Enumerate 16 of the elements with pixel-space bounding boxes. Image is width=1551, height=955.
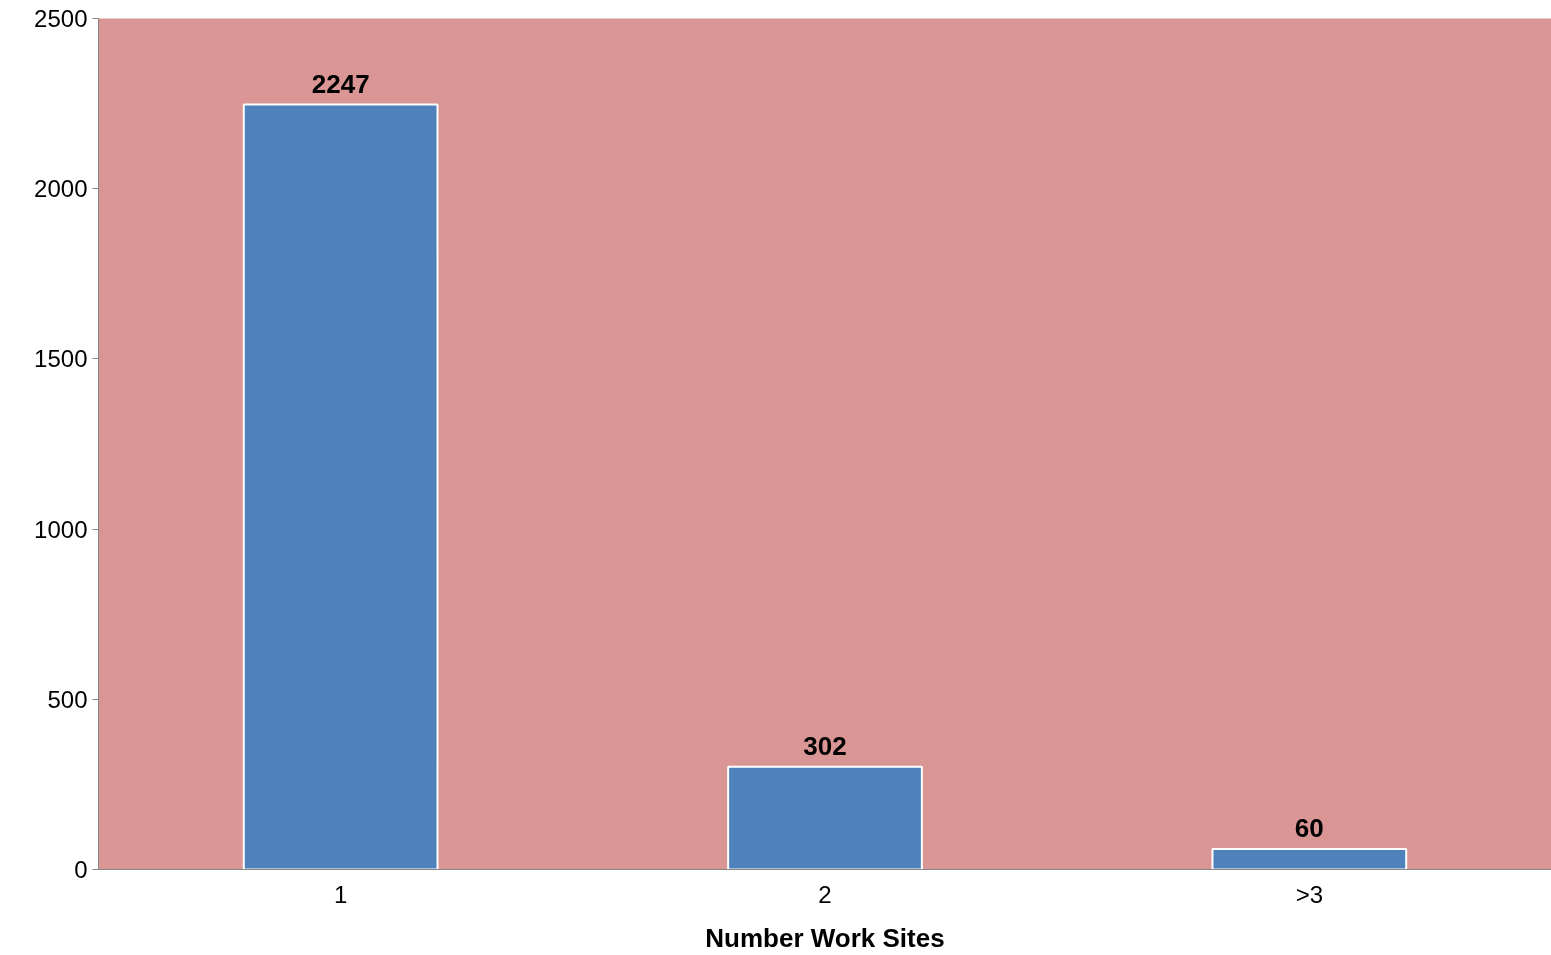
x-axis-title: Number Work Sites xyxy=(705,922,945,953)
y-tick-label: 1500 xyxy=(34,345,88,373)
y-tick-label: 500 xyxy=(47,685,88,713)
y-tick-label: 1000 xyxy=(34,515,88,543)
bar xyxy=(1211,848,1408,870)
data-label: 60 xyxy=(1294,813,1324,844)
y-tick-label: 2000 xyxy=(34,175,88,203)
y-tick-label: 2500 xyxy=(34,5,88,32)
x-tick-label: >3 xyxy=(1295,880,1324,908)
bar xyxy=(242,103,439,870)
x-tick-label: 2 xyxy=(818,880,832,908)
data-label: 302 xyxy=(803,730,847,761)
x-tick-label: 1 xyxy=(333,880,348,908)
y-tick-label: 0 xyxy=(74,856,88,883)
bar xyxy=(727,765,923,870)
data-label: 2247 xyxy=(311,68,370,99)
